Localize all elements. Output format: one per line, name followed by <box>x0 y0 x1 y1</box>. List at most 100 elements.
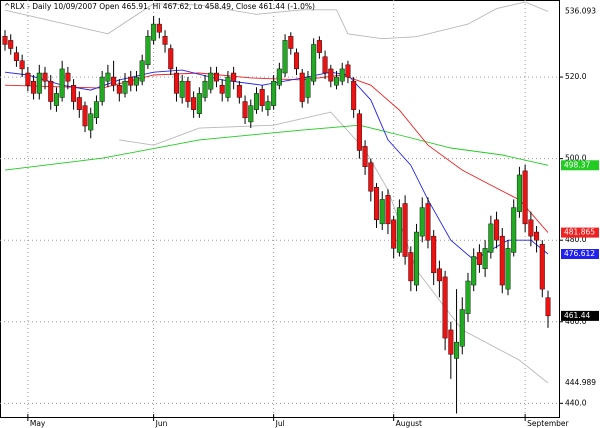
candle-body <box>59 68 65 98</box>
candle-body <box>419 207 425 237</box>
candle-body <box>442 276 448 339</box>
candle-body <box>236 85 242 98</box>
candle-body <box>253 93 259 110</box>
candle-body <box>19 60 25 70</box>
candle-body <box>213 72 219 82</box>
plot-frame <box>0 0 560 418</box>
candle-body <box>202 80 208 98</box>
candle-body <box>276 68 282 86</box>
candle-body <box>76 97 82 110</box>
candle-body <box>328 68 334 82</box>
end-label: 476.612 <box>561 249 599 260</box>
indicator-line <box>4 1 549 40</box>
candle-body <box>99 76 105 102</box>
candle-body <box>499 235 505 286</box>
candle-body <box>391 219 397 249</box>
candle-body <box>345 64 351 78</box>
x-tick-label: Jul <box>275 419 285 428</box>
candle-body <box>133 76 139 86</box>
candle-body <box>305 76 311 98</box>
candle-body <box>2 36 8 45</box>
candle-body <box>334 76 340 86</box>
candle-body <box>476 252 482 265</box>
candle-body <box>231 72 237 82</box>
candle-body <box>31 80 37 94</box>
candle-body <box>368 162 374 192</box>
candle-body <box>185 80 191 102</box>
candle-body <box>71 85 77 102</box>
candle-body <box>459 309 465 347</box>
candle-body <box>191 97 197 110</box>
candle-body <box>299 72 305 102</box>
candle-body <box>454 341 460 359</box>
chart-title: ^RLX - Daily 10/09/2007 Open 465.91, Hi … <box>4 2 315 11</box>
candle-body <box>128 76 134 86</box>
indicator-line <box>4 69 549 261</box>
candle-body <box>511 207 517 253</box>
candle-body <box>374 186 380 221</box>
end-label-text: 444.989 <box>565 378 596 387</box>
candle-body <box>219 85 225 94</box>
candle-body <box>431 235 437 274</box>
candle-body <box>173 72 179 94</box>
candle-body <box>362 146 368 167</box>
y-tick-label: 520.0 <box>565 72 587 81</box>
candle-body <box>534 231 540 241</box>
end-label-box <box>561 160 599 171</box>
end-label-text: 498.37 <box>564 160 590 169</box>
candle-body <box>48 80 54 102</box>
candle-body <box>225 76 231 98</box>
candle-body <box>316 40 322 53</box>
x-tick-label: September <box>527 419 569 428</box>
x-tick-label: August <box>396 419 422 428</box>
candle-body <box>408 252 414 282</box>
candle-body <box>396 207 402 253</box>
candle-body <box>311 44 317 82</box>
y-tick-label: 440.0 <box>565 398 587 407</box>
candle-body <box>516 174 522 212</box>
candle-body <box>196 93 202 114</box>
candle-body <box>168 48 174 70</box>
candle-body <box>151 23 157 41</box>
candle-body <box>122 80 128 94</box>
candle-body <box>36 72 42 94</box>
end-label-box <box>561 227 599 238</box>
candle-body <box>528 219 534 237</box>
candle-body <box>93 101 99 119</box>
candle-body <box>145 36 151 66</box>
candle-body <box>105 72 111 82</box>
y-tick-label: 500.0 <box>565 154 587 163</box>
candle-body <box>448 329 454 355</box>
candle-body <box>282 40 288 74</box>
candle-body <box>265 101 271 110</box>
end-label-box <box>561 249 599 260</box>
candle-body <box>494 219 500 241</box>
candle-body <box>471 256 477 286</box>
candle-body <box>322 56 328 74</box>
candle-body <box>482 248 488 269</box>
candle-body <box>294 52 300 70</box>
candle-body <box>288 36 294 49</box>
end-label: 481.865 <box>561 227 599 238</box>
candle-body <box>379 199 385 225</box>
y-tick-label: 480.0 <box>565 235 587 244</box>
candle-body <box>351 80 357 110</box>
candle-body <box>139 60 145 82</box>
candle-body <box>242 101 248 119</box>
end-label: 498.37 <box>561 160 599 171</box>
candle-body <box>111 76 117 86</box>
candle-body <box>13 52 19 61</box>
candle-body <box>116 85 122 94</box>
candle-body <box>522 170 528 225</box>
candle-body <box>414 231 420 286</box>
end-label-text: 536.093 <box>565 6 596 15</box>
candle-body <box>156 23 162 33</box>
candle-body <box>259 89 265 106</box>
last-close-box <box>561 310 599 321</box>
candle-body <box>162 36 168 45</box>
x-tick-label: May <box>30 419 46 428</box>
candle-body <box>8 40 14 49</box>
candle-body <box>505 248 511 290</box>
candle-body <box>465 280 471 314</box>
